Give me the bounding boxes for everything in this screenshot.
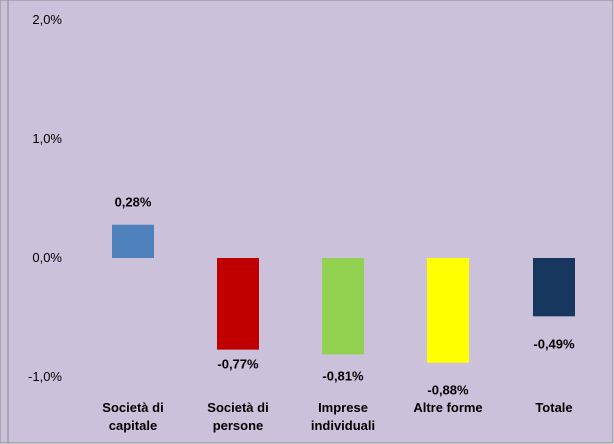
bars xyxy=(112,224,575,363)
data-label: -0,81% xyxy=(322,368,364,383)
y-tick-label: 1,0% xyxy=(32,131,62,146)
data-label: 0,28% xyxy=(115,195,152,210)
x-tick-label-line: Società di xyxy=(207,400,268,415)
x-tick-label-line: persone xyxy=(213,418,264,433)
data-label: -0,77% xyxy=(217,357,259,372)
x-tick-label-line: Totale xyxy=(535,400,572,415)
y-tick-label: 0,0% xyxy=(32,250,62,265)
x-tick-label-line: Imprese xyxy=(318,400,368,415)
x-tick-label-line: capitale xyxy=(109,418,157,433)
x-tick-label-line: individuali xyxy=(311,418,375,433)
x-tick-label-line: Società di xyxy=(102,400,163,415)
bar xyxy=(533,258,575,317)
y-tick-label: 2,0% xyxy=(32,12,62,27)
data-label: -0,88% xyxy=(427,383,469,398)
x-tick-label: Imprese individuali xyxy=(311,400,375,433)
bar xyxy=(322,258,364,355)
bar xyxy=(427,258,469,363)
category-labels: Società di capitale Società di persone Impre… xyxy=(102,400,572,433)
x-tick-label: Società di capitale xyxy=(102,400,163,433)
bar xyxy=(112,224,154,258)
x-tick-label: Società di persone xyxy=(207,400,268,433)
x-tick-label-line: Altre forme xyxy=(413,400,482,415)
data-label: -0,49% xyxy=(533,336,575,351)
y-tick-labels: 2,0% 1,0% 0,0% -1,0% xyxy=(28,12,62,384)
x-tick-label: Altre forme xyxy=(413,400,482,415)
value-labels: 0,28% -0,77% -0,81% -0,88% -0,49% xyxy=(115,195,575,398)
y-tick-label: -1,0% xyxy=(28,369,62,384)
x-tick-label: Totale xyxy=(535,400,572,415)
bar xyxy=(217,258,259,350)
